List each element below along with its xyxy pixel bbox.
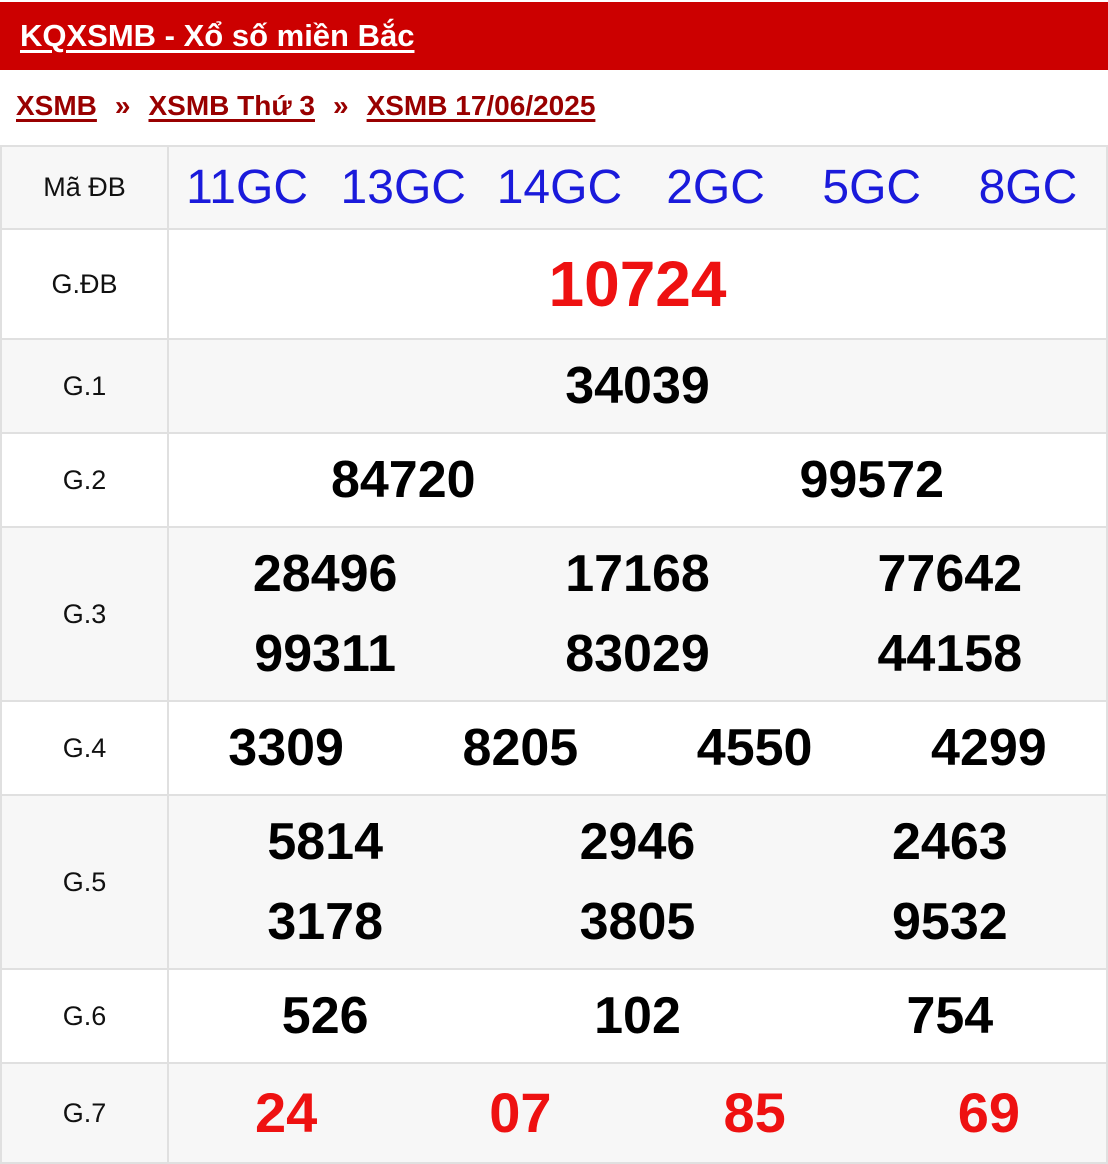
row-label: G.6 [0, 968, 169, 1064]
prize-number: 8205 [462, 719, 579, 777]
prize-number: 34039 [565, 357, 710, 415]
breadcrumb-weekday[interactable]: XSMB Thứ 3 [148, 90, 315, 121]
row-ma-db: Mã ĐB 11GC 13GC 14GC 2GC 5GC 8GC [0, 145, 1108, 230]
row-g1: G.1 34039 [0, 338, 1108, 434]
prize-number: 4299 [931, 719, 1047, 777]
row-label: G.7 [0, 1062, 169, 1164]
code: 2GC [666, 160, 765, 214]
prize-number: 754 [906, 987, 994, 1045]
code: 5GC [822, 160, 922, 214]
prize-number: 69 [957, 1081, 1021, 1144]
row-label: Mã ĐB [0, 145, 169, 230]
row-g5: G.5 5814 2946 2463 3178 3805 9532 [0, 794, 1108, 970]
row-label: G.1 [0, 338, 169, 434]
row-label: G.ĐB [0, 228, 169, 340]
prize-number: 3805 [579, 893, 696, 951]
code: 11GC [186, 160, 308, 214]
prize-number: 28496 [252, 545, 398, 603]
prize-number: 3178 [267, 893, 383, 951]
row-label: G.2 [0, 432, 169, 528]
prize-number: 84720 [330, 451, 476, 509]
prize-number: 83029 [565, 625, 710, 683]
row-g6: G.6 526 102 754 [0, 968, 1108, 1064]
row-label: G.5 [0, 794, 169, 970]
prize-number: 07 [489, 1081, 552, 1144]
prize-number: 99572 [799, 451, 945, 509]
prize-number: 9532 [891, 893, 1008, 951]
prize-number: 17168 [565, 545, 710, 603]
prize-number: 85 [723, 1081, 786, 1144]
prize-number: 2946 [579, 813, 696, 871]
code: 8GC [978, 160, 1078, 214]
row-gdb: G.ĐB 10724 [0, 228, 1108, 340]
header-bar: KQXSMB - Xổ số miền Bắc [0, 2, 1108, 70]
prize-number: 24 [254, 1081, 318, 1144]
row-g3: G.3 28496 17168 77642 99311 83029 44158 [0, 526, 1108, 702]
row-label: G.4 [0, 700, 169, 796]
breadcrumb-separator: » [114, 90, 131, 121]
row-g2: G.2 84720 99572 [0, 432, 1108, 528]
breadcrumb: XSMB » XSMB Thứ 3 » XSMB 17/06/2025 [16, 90, 595, 122]
prize-number: 526 [281, 987, 369, 1045]
breadcrumb-xsmb[interactable]: XSMB [16, 90, 97, 121]
results-table: Mã ĐB 11GC 13GC 14GC 2GC 5GC 8GC G.ĐB 10… [0, 145, 1108, 1164]
prize-number: 5814 [267, 813, 383, 871]
special-prize-number: 10724 [548, 248, 727, 320]
prize-number: 3309 [228, 719, 344, 777]
header-title-link[interactable]: KQXSMB - Xổ số miền Bắc [20, 18, 415, 53]
prize-number: 2463 [891, 813, 1008, 871]
row-g7: G.7 24 07 85 69 [0, 1062, 1108, 1164]
prize-number: 102 [594, 987, 681, 1045]
code: 14GC [496, 160, 623, 214]
breadcrumb-date[interactable]: XSMB 17/06/2025 [366, 90, 596, 121]
prize-number: 99311 [254, 625, 397, 683]
prize-number: 4550 [696, 719, 813, 777]
row-label: G.3 [0, 526, 169, 702]
prize-number: 77642 [877, 545, 1023, 603]
code: 13GC [340, 160, 466, 214]
row-g4: G.4 3309 8205 4550 4299 [0, 700, 1108, 796]
breadcrumb-separator: » [333, 90, 349, 121]
prize-number: 44158 [877, 625, 1023, 683]
